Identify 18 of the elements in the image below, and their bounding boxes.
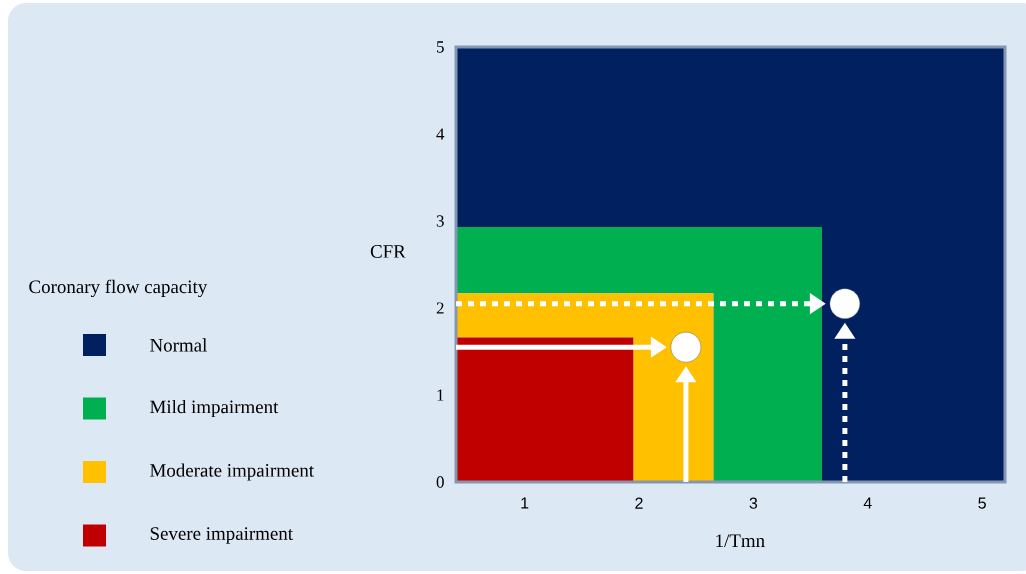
- x-tick-label: 5: [978, 497, 986, 509]
- x-axis-title: 1/Tmn: [716, 534, 765, 548]
- legend-label: Normal: [150, 338, 207, 352]
- y-tick-label: 3: [436, 215, 444, 227]
- x-tick-label: 4: [863, 497, 872, 509]
- y-tick-label: 1: [437, 389, 444, 401]
- y-tick-label: 4: [436, 128, 445, 140]
- x-tick-label: 2: [635, 497, 643, 509]
- y-tick-label: 5: [437, 41, 444, 53]
- legend-label: Moderate impairment: [150, 463, 314, 481]
- y-axis-title: CFR: [370, 245, 406, 258]
- x-tick-label: 3: [749, 497, 758, 509]
- y-tick-label: 0: [436, 476, 444, 488]
- legend-label: Mild impairment: [150, 399, 279, 418]
- y-tick-label: 2: [436, 302, 444, 314]
- legend-title: Coronary flow capacity: [29, 279, 208, 298]
- x-tick-label: 1: [521, 497, 529, 509]
- legend-label: Severe impairment: [150, 527, 293, 544]
